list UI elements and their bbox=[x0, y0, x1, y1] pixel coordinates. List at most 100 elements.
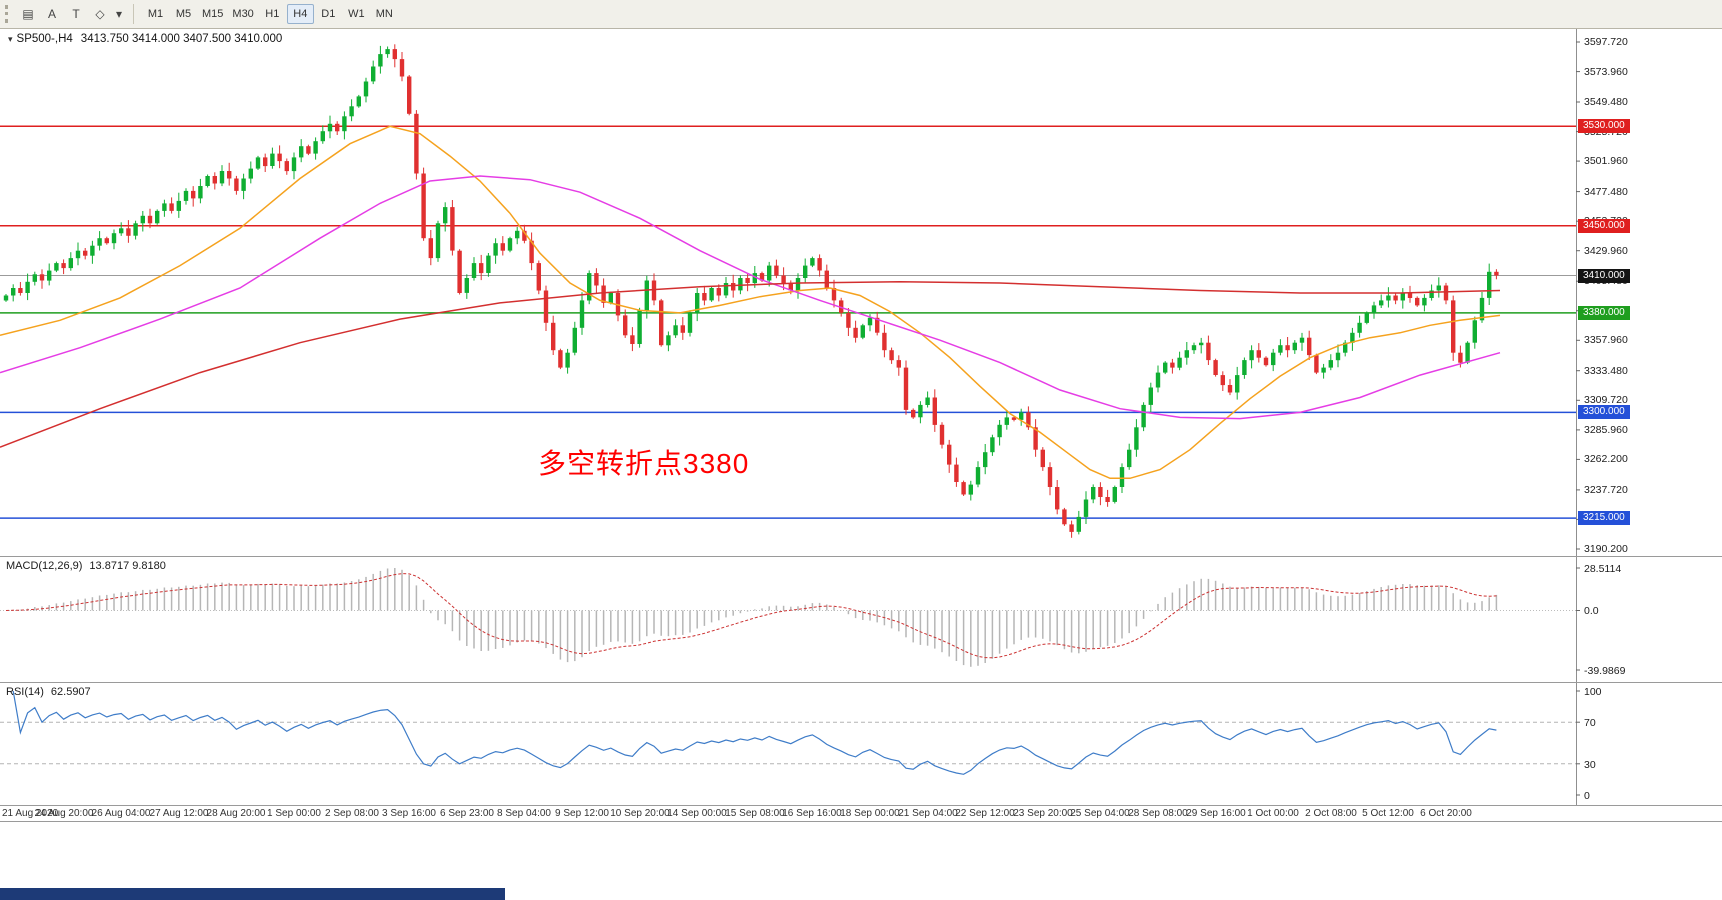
timeframe-button-m5[interactable]: M5 bbox=[175, 8, 192, 20]
rsi-line bbox=[12, 690, 1497, 775]
rsi-panel[interactable]: RSI(14) 62.5907 100 70 30 0 bbox=[0, 683, 1722, 805]
price-tick-label: 3597.720 bbox=[1584, 36, 1628, 48]
price-tick-label: 3429.960 bbox=[1584, 245, 1628, 257]
timeframe-button-mn[interactable]: MN bbox=[375, 8, 393, 20]
rsi-axis-label: 30 bbox=[1584, 759, 1596, 771]
price-level-badge: 3530.000 bbox=[1578, 119, 1630, 133]
level-lines[interactable] bbox=[0, 125, 1576, 519]
rsi-name: RSI(14) bbox=[6, 686, 44, 698]
toolbar-grip[interactable] bbox=[5, 5, 10, 23]
time-axis-label: 2 Oct 08:00 bbox=[1305, 808, 1357, 819]
text-tool-icon[interactable]: T bbox=[72, 7, 80, 21]
time-axis-label: 27 Aug 12:00 bbox=[149, 808, 209, 819]
shapes-tool-icon[interactable]: ◇ bbox=[95, 7, 105, 21]
time-axis-label: 26 Aug 04:00 bbox=[91, 808, 151, 819]
candlestick-series bbox=[3, 44, 1499, 538]
time-axis-label: 24 Aug 20:00 bbox=[34, 808, 94, 819]
chart-symbol-period: SP500-,H4 bbox=[16, 33, 73, 45]
timeframe-bar: M1 M5 M15 M30 H1 H4 D1 W1 MN bbox=[142, 4, 398, 24]
price-tick-label: 3501.960 bbox=[1584, 155, 1628, 167]
time-axis-label: 5 Oct 12:00 bbox=[1362, 808, 1414, 819]
toolbar: ▤ A T ◇ ▾ M1 M5 M15 M30 H1 H4 D1 W1 MN bbox=[0, 0, 1722, 29]
chart-window-bottom-border bbox=[0, 821, 1722, 822]
time-axis-label: 23 Sep 20:00 bbox=[1013, 808, 1073, 819]
bottom-empty-area bbox=[0, 822, 1722, 900]
price-tick-label: 3477.480 bbox=[1584, 186, 1628, 198]
rsi-axis-label: 100 bbox=[1584, 686, 1602, 698]
price-level-badge: 3450.000 bbox=[1578, 219, 1630, 233]
timeframe-button-h4[interactable]: H4 bbox=[286, 4, 314, 24]
panel-divider[interactable] bbox=[0, 682, 1722, 683]
panel-divider[interactable] bbox=[0, 805, 1722, 806]
price-tick-label: 3357.960 bbox=[1584, 334, 1628, 346]
macd-canvas[interactable] bbox=[0, 557, 1722, 682]
price-level-badge: 3215.000 bbox=[1578, 511, 1630, 525]
rsi-value: 62.5907 bbox=[50, 686, 91, 698]
ma-slow-line bbox=[0, 281, 1501, 448]
macd-axis-label: -39.9869 bbox=[1584, 665, 1626, 677]
macd-label: MACD(12,26,9) 13.8717 9.8180 bbox=[6, 560, 166, 572]
main-chart-canvas[interactable] bbox=[0, 29, 1722, 556]
macd-name: MACD(12,26,9) bbox=[6, 560, 83, 572]
time-axis-label: 14 Sep 00:00 bbox=[667, 808, 727, 819]
time-axis-label: 25 Sep 04:00 bbox=[1070, 808, 1130, 819]
time-axis-label: 1 Oct 00:00 bbox=[1247, 808, 1299, 819]
macd-signal-line bbox=[5, 573, 1497, 659]
time-axis-label: 21 Sep 04:00 bbox=[898, 808, 958, 819]
price-tick-label: 3237.720 bbox=[1584, 484, 1628, 496]
ma-fast-line bbox=[0, 125, 1501, 480]
time-axis-label: 22 Sep 12:00 bbox=[955, 808, 1015, 819]
rsi-axis-label: 70 bbox=[1584, 717, 1596, 729]
time-axis-label: 6 Sep 23:00 bbox=[440, 808, 494, 819]
rsi-axis-label: 0 bbox=[1584, 790, 1590, 802]
drawing-tools-group: ▤ A T ◇ ▾ bbox=[17, 3, 125, 25]
time-axis-label: 16 Sep 16:00 bbox=[782, 808, 842, 819]
chart-collapse-icon[interactable]: ▾ bbox=[8, 34, 13, 44]
label-tool-icon[interactable]: A bbox=[47, 7, 56, 21]
macd-histogram bbox=[12, 568, 1498, 667]
time-axis-label: 1 Sep 00:00 bbox=[267, 808, 321, 819]
time-axis-label: 15 Sep 08:00 bbox=[725, 808, 785, 819]
time-axis-label: 3 Sep 16:00 bbox=[382, 808, 436, 819]
timeframe-button-d1[interactable]: D1 bbox=[321, 8, 336, 20]
macd-panel[interactable]: MACD(12,26,9) 13.8717 9.8180 28.5114 0.0 -3… bbox=[0, 557, 1722, 682]
macd-axis-label: 28.5114 bbox=[1584, 563, 1622, 575]
timeframe-button-w1[interactable]: W1 bbox=[348, 8, 365, 20]
time-axis-label: 21 Aug 2020 bbox=[2, 808, 59, 819]
chart-annotation-text[interactable]: 多空转折点3380 bbox=[538, 448, 750, 479]
time-axis-label: 2 Sep 08:00 bbox=[325, 808, 379, 819]
panel-divider[interactable] bbox=[0, 556, 1722, 557]
toolbar-separator bbox=[133, 4, 134, 24]
price-level-badge: 3380.000 bbox=[1578, 306, 1630, 320]
time-axis-label: 28 Aug 20:00 bbox=[206, 808, 266, 819]
price-tick-label: 3333.480 bbox=[1584, 365, 1628, 377]
dropdown-arrow-icon[interactable]: ▾ bbox=[115, 7, 123, 21]
price-level-badge: 3300.000 bbox=[1578, 405, 1630, 419]
timeframe-button-m15[interactable]: M15 bbox=[202, 8, 224, 20]
time-axis-label: 6 Oct 20:00 bbox=[1420, 808, 1472, 819]
main-chart-panel[interactable]: ▾ SP500-,H4 3413.750 3414.000 3407.500 341… bbox=[0, 29, 1722, 556]
macd-axis-label: 0.0 bbox=[1584, 605, 1599, 617]
taskbar-fragment bbox=[0, 888, 505, 900]
chart-ohlc-values: 3413.750 3414.000 3407.500 3410.000 bbox=[80, 33, 283, 45]
macd-values: 13.8717 9.8180 bbox=[89, 560, 166, 572]
time-axis[interactable]: 21 Aug 2020 24 Aug 20:00 26 Aug 04:00 27 Au… bbox=[0, 806, 1722, 821]
rsi-label: RSI(14) 62.5907 bbox=[6, 686, 91, 698]
price-tick-label: 3285.960 bbox=[1584, 424, 1628, 436]
time-axis-label: 10 Sep 20:00 bbox=[610, 808, 670, 819]
timeframe-button-h1[interactable]: H1 bbox=[265, 8, 280, 20]
time-axis-label: 28 Sep 08:00 bbox=[1128, 808, 1188, 819]
chart-title: ▾ SP500-,H4 3413.750 3414.000 3407.500 341… bbox=[8, 33, 282, 45]
price-tick-label: 3190.200 bbox=[1584, 543, 1628, 555]
price-tick-label: 3573.960 bbox=[1584, 66, 1628, 78]
timeframe-button-m1[interactable]: M1 bbox=[147, 8, 164, 20]
current-price-badge: 3410.000 bbox=[1578, 269, 1630, 283]
price-tick-label: 3549.480 bbox=[1584, 96, 1628, 108]
rsi-canvas[interactable] bbox=[0, 683, 1722, 805]
time-axis-label: 8 Sep 04:00 bbox=[497, 808, 551, 819]
timeframe-button-m30[interactable]: M30 bbox=[232, 8, 254, 20]
time-axis-label: 18 Sep 00:00 bbox=[840, 808, 900, 819]
chart-window-icon[interactable]: ▤ bbox=[22, 7, 34, 21]
time-axis-label: 9 Sep 12:00 bbox=[555, 808, 609, 819]
